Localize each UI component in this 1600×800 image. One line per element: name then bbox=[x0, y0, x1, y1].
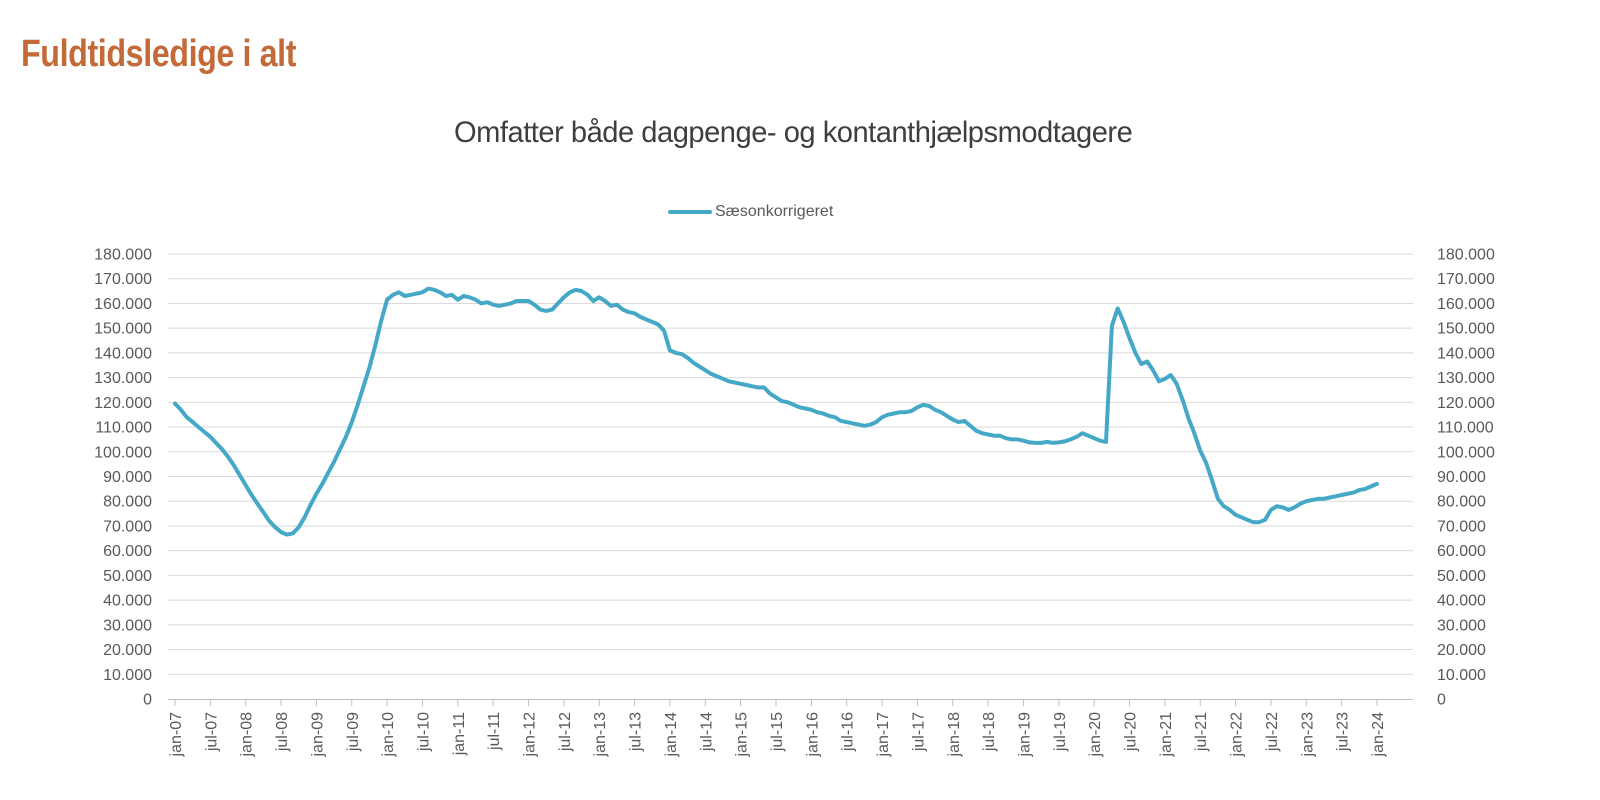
series-line-saesonkorrigeret bbox=[173, 286, 1379, 537]
x-axis-label: jul-12 bbox=[557, 712, 574, 752]
x-axis-label: jul-07 bbox=[203, 712, 220, 752]
x-axis-label: jul-19 bbox=[1052, 712, 1069, 752]
x-axis-label: jan-12 bbox=[522, 712, 539, 758]
x-axis-label: jan-14 bbox=[663, 712, 680, 758]
y-axis-label-left: 50.000 bbox=[103, 568, 152, 585]
y-axis-label-left: 170.000 bbox=[94, 271, 152, 288]
x-axis-label: jan-22 bbox=[1229, 712, 1246, 758]
x-axis-label: jul-23 bbox=[1335, 712, 1352, 752]
y-axis-label-right: 60.000 bbox=[1437, 543, 1486, 560]
x-axis-label: jul-17 bbox=[910, 712, 927, 752]
y-axis-label-left: 110.000 bbox=[95, 420, 152, 437]
legend: Sæsonkorrigeret bbox=[668, 203, 833, 221]
y-axis-label-right: 80.000 bbox=[1437, 494, 1486, 511]
y-axis-label-left: 90.000 bbox=[103, 469, 152, 486]
y-axis-label-left: 60.000 bbox=[103, 543, 152, 560]
y-axis-label-left: 0 bbox=[143, 692, 152, 709]
x-axis-label: jan-21 bbox=[1158, 712, 1175, 758]
y-axis-label-left: 10.000 bbox=[103, 667, 152, 684]
chart-title: Omfatter både dagpenge- og kontanthjælps… bbox=[454, 116, 1133, 149]
y-axis-label-right: 160.000 bbox=[1437, 296, 1495, 313]
x-axis-label: jan-18 bbox=[946, 712, 963, 758]
y-axis-label-left: 100.000 bbox=[94, 444, 152, 461]
x-axis-label: jul-08 bbox=[274, 712, 291, 752]
y-axis-label-left: 150.000 bbox=[94, 321, 152, 338]
x-axis-label: jan-16 bbox=[804, 712, 821, 758]
page-title: Fuldtidsledige i alt bbox=[21, 33, 297, 75]
y-axis-label-right: 40.000 bbox=[1437, 593, 1486, 610]
legend-label: Sæsonkorrigeret bbox=[715, 203, 834, 220]
y-axis-label-left: 70.000 bbox=[103, 518, 152, 535]
x-axis-label: jan-20 bbox=[1087, 712, 1104, 758]
x-axis-label: jul-13 bbox=[628, 712, 645, 752]
y-axis-label-left: 120.000 bbox=[94, 395, 152, 412]
y-axis-label-right: 130.000 bbox=[1437, 370, 1495, 387]
y-axis-label-right: 140.000 bbox=[1437, 345, 1495, 362]
y-axis-label-right: 110.000 bbox=[1437, 420, 1494, 437]
y-axis-label-right: 90.000 bbox=[1437, 469, 1486, 486]
x-axis-label: jul-21 bbox=[1193, 712, 1210, 752]
y-axis-label-left: 130.000 bbox=[94, 370, 152, 387]
y-axis-label-left: 40.000 bbox=[103, 593, 152, 610]
x-axis-label: jul-20 bbox=[1123, 712, 1140, 752]
x-axis-label: jul-14 bbox=[698, 712, 715, 752]
y-axis-label-right: 100.000 bbox=[1437, 444, 1495, 461]
y-axis-label-left: 20.000 bbox=[103, 642, 152, 659]
x-axis-label: jan-24 bbox=[1370, 712, 1387, 758]
x-axis-label: jan-19 bbox=[1016, 712, 1033, 758]
x-axis-label: jul-09 bbox=[345, 712, 362, 752]
y-axis-label-right: 0 bbox=[1437, 692, 1446, 709]
x-axis-label: jul-16 bbox=[840, 712, 857, 752]
x-axis-label: jul-22 bbox=[1264, 712, 1281, 752]
y-axis-label-left: 80.000 bbox=[103, 494, 152, 511]
y-axis-label-right: 10.000 bbox=[1437, 667, 1486, 684]
x-axis-label: jul-10 bbox=[415, 712, 432, 752]
y-axis-label-right: 30.000 bbox=[1437, 617, 1486, 634]
y-axis-label-left: 140.000 bbox=[94, 345, 152, 362]
y-axis-label-right: 150.000 bbox=[1437, 321, 1495, 338]
legend-line-swatch bbox=[668, 210, 712, 214]
y-axis-label-right: 170.000 bbox=[1437, 271, 1495, 288]
x-axis-label: jan-07 bbox=[168, 712, 185, 758]
y-axis-label-left: 30.000 bbox=[103, 617, 152, 634]
y-axis-label-right: 70.000 bbox=[1437, 518, 1486, 535]
y-axis-label-right: 120.000 bbox=[1437, 395, 1495, 412]
x-axis-label: jan-23 bbox=[1299, 712, 1316, 758]
x-axis-label: jan-10 bbox=[380, 712, 397, 758]
x-axis-label: jul-18 bbox=[981, 712, 998, 752]
x-axis-label: jul-15 bbox=[769, 712, 786, 752]
y-axis-label-right: 20.000 bbox=[1437, 642, 1486, 659]
x-axis-label: jan-09 bbox=[309, 712, 326, 758]
x-axis-label: jul-11 bbox=[486, 712, 503, 751]
x-axis-label: jan-15 bbox=[734, 712, 751, 758]
x-axis-label: jan-08 bbox=[239, 712, 256, 758]
y-axis-label-left: 160.000 bbox=[94, 296, 152, 313]
y-axis-label-right: 50.000 bbox=[1437, 568, 1486, 585]
x-axis-label: jan-13 bbox=[592, 712, 609, 758]
x-axis-label: jan-11 bbox=[451, 712, 468, 756]
x-axis-label: jan-17 bbox=[875, 712, 892, 758]
y-axis-label-left: 180.000 bbox=[94, 247, 152, 264]
y-axis-label-right: 180.000 bbox=[1437, 247, 1495, 264]
